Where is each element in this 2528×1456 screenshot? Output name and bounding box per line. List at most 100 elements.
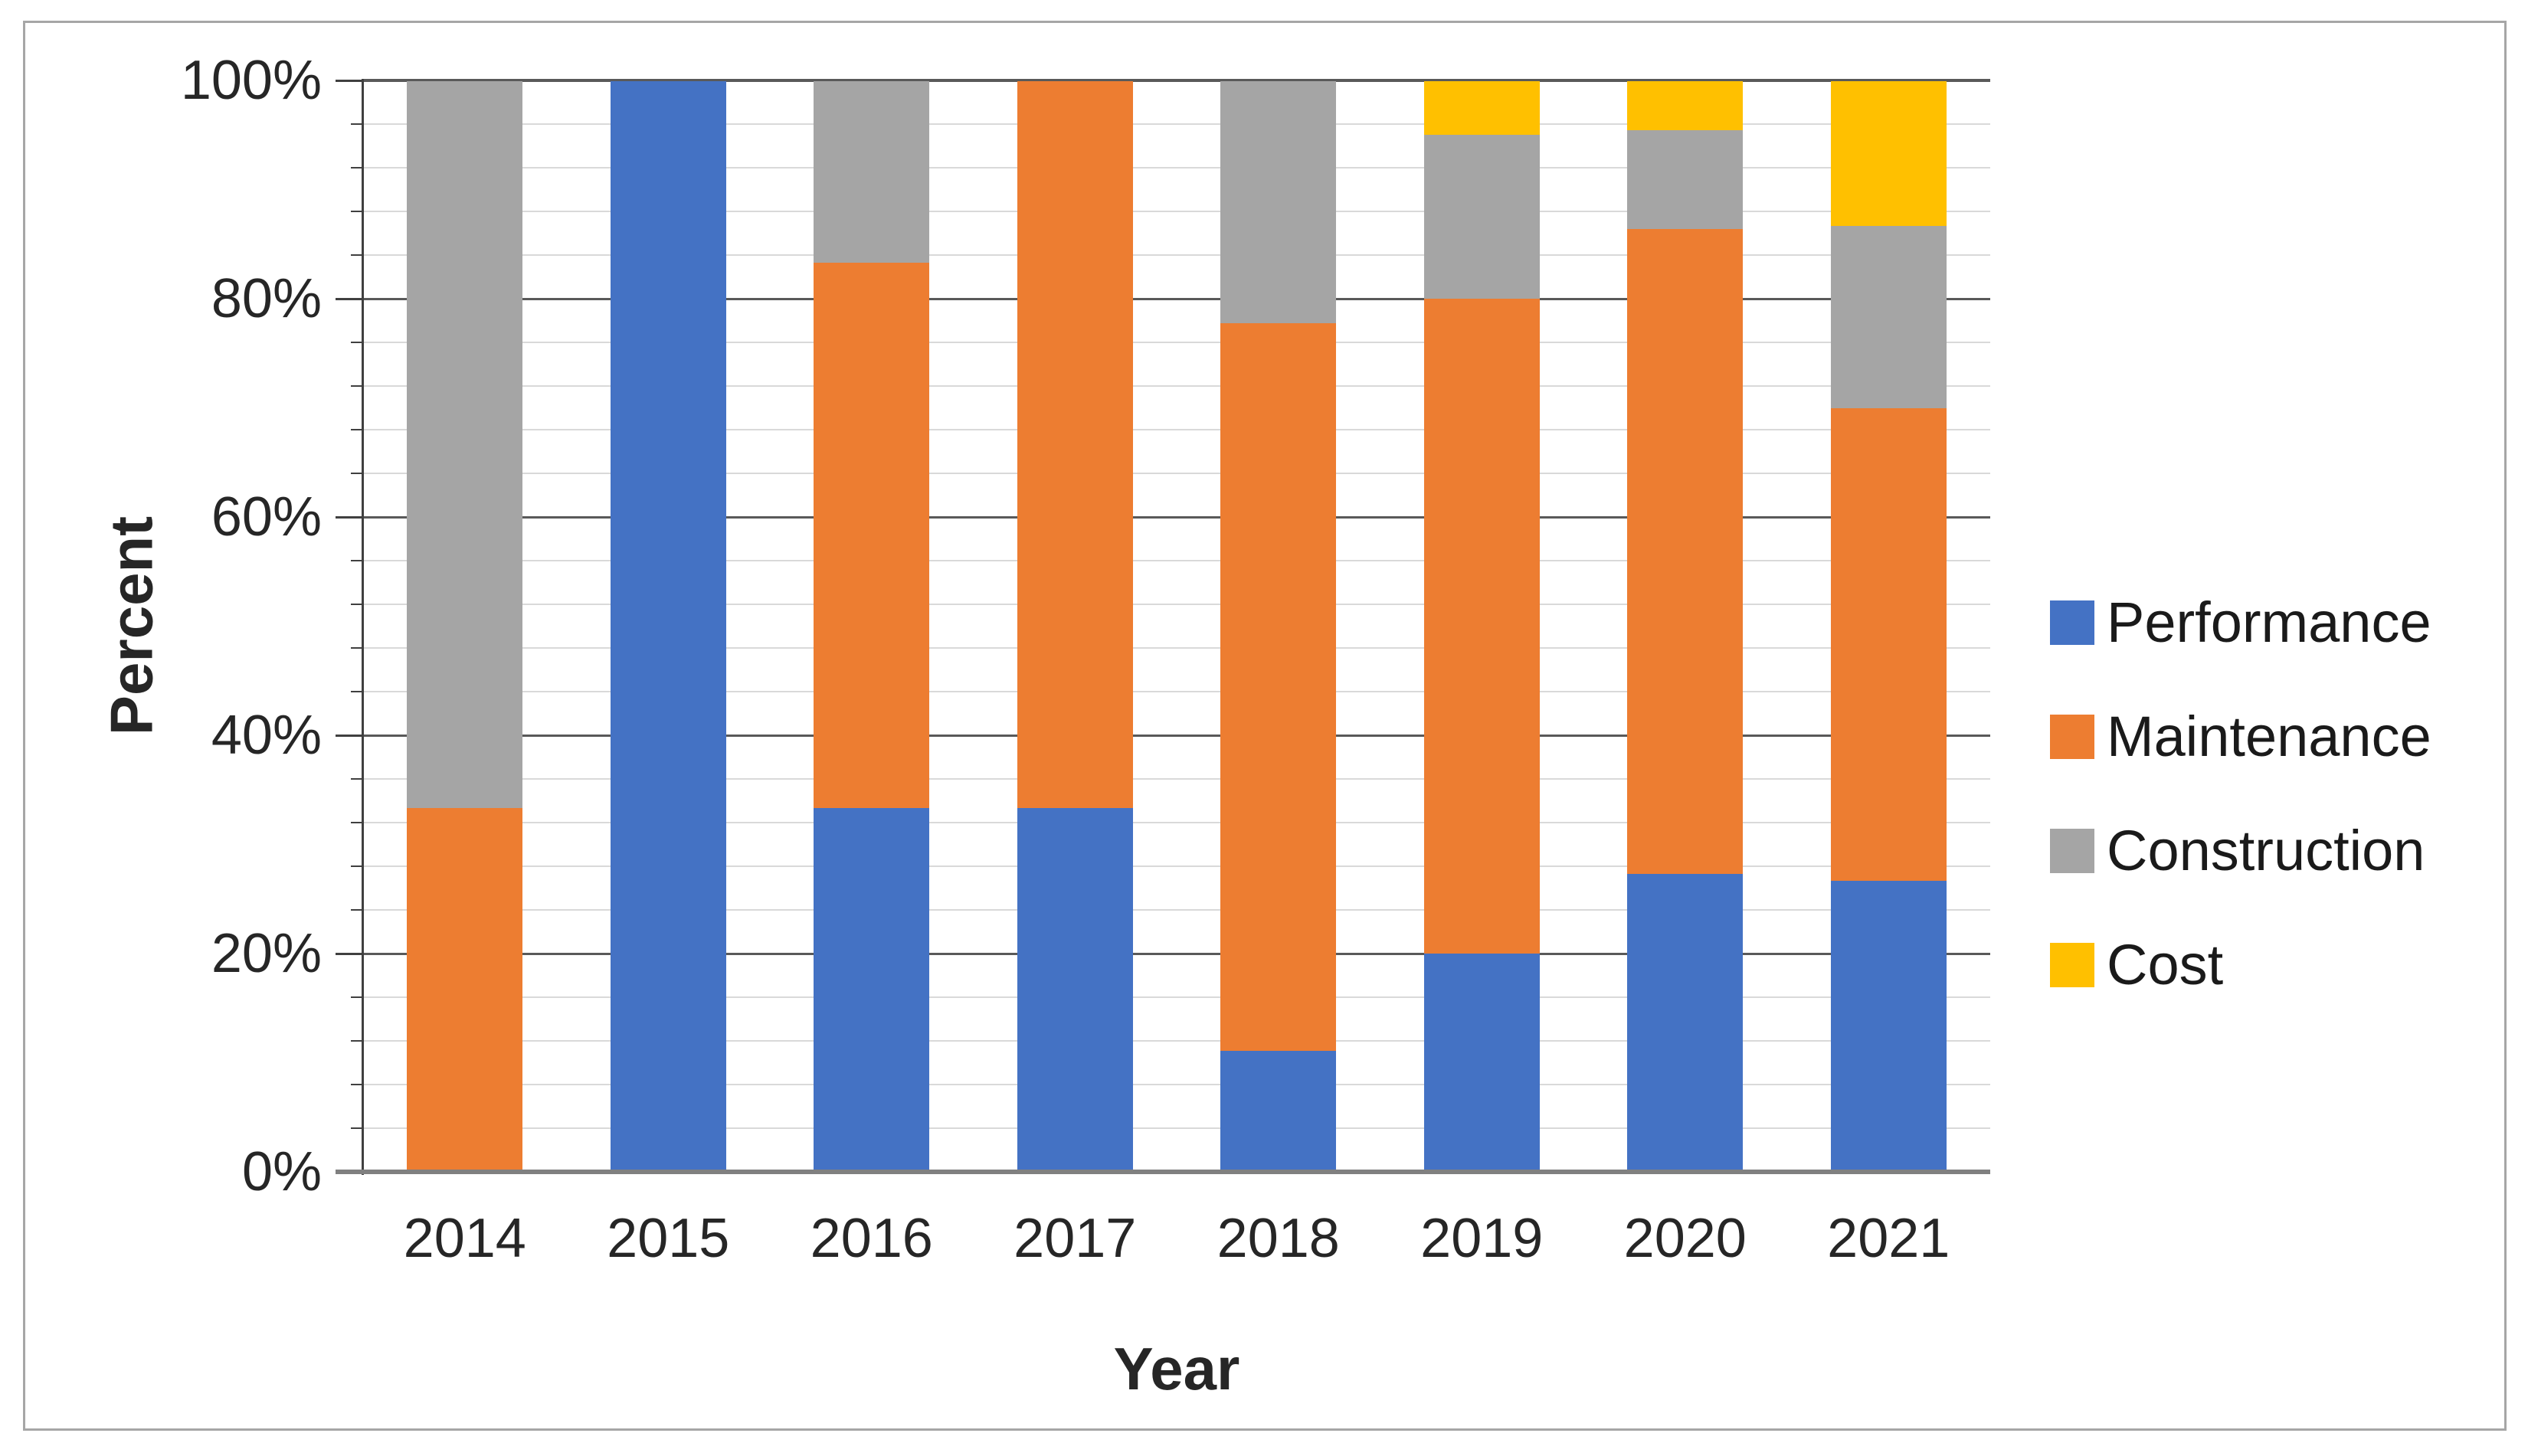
bars xyxy=(363,80,1990,1172)
minor-gridline xyxy=(363,778,1990,780)
bar-segment-construction-2019 xyxy=(1423,135,1540,299)
major-gridline xyxy=(363,952,1990,955)
legend-item-maintenance: Maintenance xyxy=(2050,704,2431,769)
minor-gridline xyxy=(363,1127,1990,1129)
minor-gridline xyxy=(363,996,1990,998)
x-tick-label-2014: 2014 xyxy=(403,1208,526,1269)
bar-segment-performance-2020 xyxy=(1627,874,1744,1172)
minor-tick-mark xyxy=(351,473,362,474)
minor-tick-mark xyxy=(351,1040,362,1042)
y-tick-label: 100% xyxy=(180,50,322,111)
bar-slot-2018 xyxy=(1177,80,1380,1172)
minor-gridline xyxy=(363,560,1990,561)
bar-slot-2021 xyxy=(1787,80,1991,1172)
bar-segment-maintenance-2018 xyxy=(1220,322,1337,1051)
x-tick-label-2016: 2016 xyxy=(810,1208,933,1269)
minor-tick-mark xyxy=(351,647,362,649)
minor-tick-mark xyxy=(351,560,362,561)
minor-tick-mark xyxy=(351,342,362,343)
x-tick-label-2020: 2020 xyxy=(1623,1208,1747,1269)
bar-segment-maintenance-2019 xyxy=(1423,299,1540,954)
bar-segment-cost-2019 xyxy=(1423,80,1540,136)
bar-segment-performance-2017 xyxy=(1017,808,1133,1172)
y-tick-label: 80% xyxy=(211,268,322,329)
x-axis-title: Year xyxy=(1113,1335,1240,1402)
bar-segment-maintenance-2021 xyxy=(1830,407,1947,881)
minor-gridline xyxy=(363,473,1990,474)
minor-tick-mark xyxy=(351,254,362,256)
bar-2021 xyxy=(1830,80,1947,1172)
minor-gridline xyxy=(363,342,1990,343)
minor-gridline xyxy=(363,604,1990,605)
major-tick-mark xyxy=(336,734,362,737)
legend-marker-performance xyxy=(2050,600,2094,645)
minor-gridline xyxy=(363,691,1990,692)
bar-slot-2015 xyxy=(567,80,771,1172)
legend-item-construction: Construction xyxy=(2050,818,2431,883)
bar-2015 xyxy=(610,80,726,1172)
legend-marker-construction xyxy=(2050,828,2094,873)
bar-segment-performance-2016 xyxy=(814,808,930,1172)
x-tick-labels: 2014 2015 2016 2017 2018 2019 2020 2021 xyxy=(363,1207,1990,1270)
bar-2016 xyxy=(814,80,930,1172)
bar-segment-construction-2020 xyxy=(1627,129,1744,230)
minor-tick-mark xyxy=(351,604,362,605)
x-tick-label-2015: 2015 xyxy=(607,1208,730,1269)
bar-segment-construction-2016 xyxy=(814,80,930,263)
legend-marker-maintenance xyxy=(2050,714,2094,759)
minor-gridline xyxy=(363,647,1990,649)
x-tick-label-2018: 2018 xyxy=(1217,1208,1340,1269)
bar-segment-maintenance-2016 xyxy=(814,262,930,809)
major-tick-mark xyxy=(336,79,362,82)
bar-segment-construction-2018 xyxy=(1220,80,1337,323)
minor-gridline xyxy=(363,123,1990,125)
bar-slot-2017 xyxy=(974,80,1177,1172)
bar-segment-cost-2020 xyxy=(1627,80,1744,130)
bar-segment-performance-2021 xyxy=(1830,880,1947,1172)
minor-gridline xyxy=(363,822,1990,823)
plot-area xyxy=(336,79,1990,1175)
x-tick-label-2021: 2021 xyxy=(1827,1208,1950,1269)
minor-tick-mark xyxy=(351,865,362,867)
legend-label-cost: Cost xyxy=(2107,933,2224,996)
bar-segment-construction-2014 xyxy=(407,80,523,809)
bar-2020 xyxy=(1627,80,1744,1172)
y-tick-label: 40% xyxy=(211,705,322,766)
bar-segment-maintenance-2020 xyxy=(1627,229,1744,875)
major-gridline xyxy=(363,297,1990,300)
legend-label-performance: Performance xyxy=(2107,591,2431,654)
legend-marker-cost xyxy=(2050,942,2094,987)
bar-slot-2014 xyxy=(363,80,567,1172)
minor-tick-mark xyxy=(351,429,362,430)
minor-tick-mark xyxy=(351,1127,362,1129)
top-gridline xyxy=(363,79,1990,81)
minor-tick-mark xyxy=(351,167,362,169)
minor-gridline xyxy=(363,909,1990,911)
major-gridline xyxy=(363,515,1990,519)
major-tick-mark xyxy=(336,952,362,955)
bar-segment-performance-2019 xyxy=(1423,954,1540,1172)
legend-label-maintenance: Maintenance xyxy=(2107,705,2431,768)
bar-slot-2020 xyxy=(1583,80,1787,1172)
minor-gridline xyxy=(363,167,1990,169)
bar-segment-construction-2021 xyxy=(1830,225,1947,408)
legend-item-cost: Cost xyxy=(2050,932,2431,997)
minor-gridline xyxy=(363,1040,1990,1042)
minor-gridline xyxy=(363,429,1990,430)
y-tick-label: 0% xyxy=(241,1141,322,1202)
bar-2014 xyxy=(407,80,523,1172)
minor-tick-mark xyxy=(351,822,362,823)
legend: Performance Maintenance Construction Cost xyxy=(2050,590,2431,1046)
minor-tick-mark xyxy=(351,778,362,780)
minor-gridline xyxy=(363,865,1990,867)
minor-gridline xyxy=(363,254,1990,256)
x-axis-line xyxy=(336,1170,1990,1174)
bar-2018 xyxy=(1220,80,1337,1172)
minor-tick-mark xyxy=(351,909,362,911)
bar-segment-maintenance-2014 xyxy=(407,808,523,1172)
bar-slot-2016 xyxy=(770,80,974,1172)
y-tick-label: 20% xyxy=(211,923,322,984)
bar-segment-cost-2021 xyxy=(1830,80,1947,226)
major-tick-mark xyxy=(336,515,362,519)
